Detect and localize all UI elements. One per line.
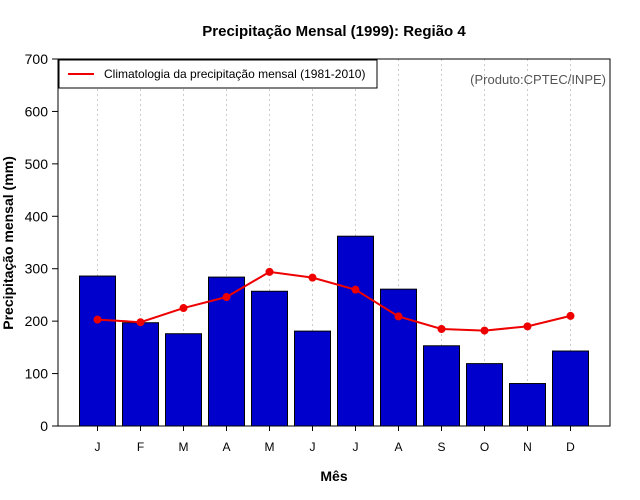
bar-A-4 bbox=[208, 276, 245, 427]
y-tick-label: 700 bbox=[25, 51, 49, 67]
y-tick-label: 100 bbox=[25, 366, 49, 382]
bar-F-2 bbox=[122, 322, 159, 427]
y-tick-label: 0 bbox=[40, 418, 48, 434]
x-tick-label: M bbox=[179, 440, 189, 454]
bar-M-3 bbox=[165, 333, 202, 427]
x-axis-title: Mês bbox=[320, 468, 347, 484]
y-tick-label: 600 bbox=[25, 103, 49, 119]
bar-N-11 bbox=[509, 383, 546, 427]
bar-J-6 bbox=[294, 330, 331, 427]
climatology-points-layer bbox=[93, 267, 575, 335]
bars-layer bbox=[79, 235, 589, 427]
bar-J-7 bbox=[337, 235, 374, 427]
x-tick-label: F bbox=[137, 440, 144, 454]
climatology-point-11 bbox=[523, 322, 532, 331]
legend-box bbox=[58, 59, 378, 89]
climatology-point-9 bbox=[437, 325, 446, 334]
y-tick-label: 300 bbox=[25, 261, 49, 277]
climatology-point-3 bbox=[179, 304, 188, 313]
legend-entry-climatology: Climatologia da precipitação mensal (198… bbox=[104, 67, 365, 81]
x-tick-label: A bbox=[222, 440, 230, 454]
bar-O-10 bbox=[466, 363, 503, 427]
climatology-point-2 bbox=[136, 318, 145, 327]
climatology-point-5 bbox=[265, 267, 274, 276]
x-tick-label: N bbox=[523, 440, 532, 454]
climatology-point-1 bbox=[93, 315, 102, 324]
climatology-point-10 bbox=[480, 326, 489, 335]
x-tick-label: A bbox=[394, 440, 402, 454]
climatology-line-layer bbox=[97, 270, 571, 332]
x-tick-label: S bbox=[437, 440, 445, 454]
bar-D-12 bbox=[552, 350, 589, 427]
bar-M-5 bbox=[251, 290, 288, 427]
climatology-point-8 bbox=[394, 312, 403, 321]
x-tick-label: J bbox=[95, 440, 101, 454]
climatology-point-4 bbox=[222, 293, 231, 302]
legend: Climatologia da precipitação mensal (198… bbox=[58, 59, 378, 89]
climatology-point-6 bbox=[308, 273, 317, 282]
y-tick-label: 400 bbox=[25, 208, 49, 224]
x-tick-label: D bbox=[566, 440, 575, 454]
y-axis-title: Precipitação mensal (mm) bbox=[0, 156, 16, 330]
y-tick-label: 200 bbox=[25, 313, 49, 329]
climatology-point-7 bbox=[351, 285, 360, 294]
x-tick-label: J bbox=[310, 440, 316, 454]
chart-title: Precipitação Mensal (1999): Região 4 bbox=[202, 23, 466, 40]
y-axis: 0 100 200 300 400 500 600 700 bbox=[25, 51, 58, 434]
source-annotation: (Produto:CPTEC/INPE) bbox=[470, 72, 606, 87]
y-tick-label: 500 bbox=[25, 156, 49, 172]
x-tick-label: M bbox=[265, 440, 275, 454]
climatology-point-12 bbox=[566, 311, 575, 320]
bar-J-1 bbox=[79, 275, 116, 427]
x-tick-label: J bbox=[353, 440, 359, 454]
x-tick-label: O bbox=[480, 440, 489, 454]
climatology-line bbox=[97, 270, 571, 332]
plot-frame bbox=[57, 58, 611, 427]
bar-S-9 bbox=[423, 345, 460, 427]
